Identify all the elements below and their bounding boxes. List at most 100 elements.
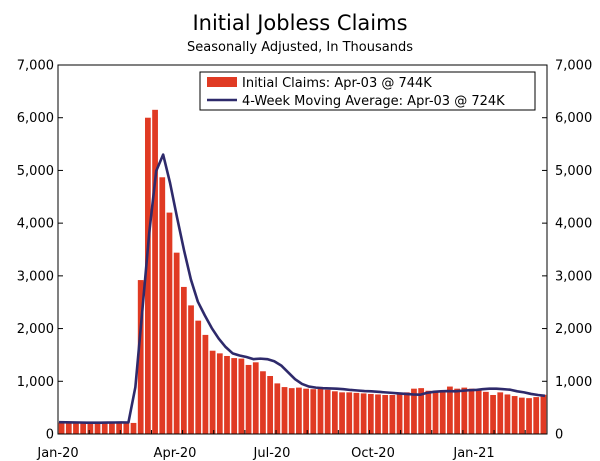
claims-bar <box>475 390 482 434</box>
claims-bar <box>166 212 173 434</box>
claims-bar <box>533 397 540 434</box>
y-tick-label-left: 4,000 <box>17 217 54 232</box>
claims-bar <box>518 397 525 434</box>
y-tick-label-right: 1,000 <box>555 375 592 390</box>
x-axis: Jan-20 Apr-20 Jul-20 Oct-20 Jan-21 <box>36 430 526 461</box>
y-tick-label-left: 2,000 <box>17 322 54 337</box>
x-tick-label: Jul-20 <box>253 446 291 461</box>
claims-bar <box>216 353 223 434</box>
claims-bar <box>411 388 417 434</box>
claims-bar <box>339 392 345 434</box>
claims-bar <box>180 286 187 434</box>
y-axis-left: 0 1,000 2,000 3,000 4,000 5,000 6,000 7,000 <box>17 59 63 443</box>
claims-bar <box>504 394 511 434</box>
claims-bar <box>245 364 252 434</box>
claims-bar <box>375 394 381 434</box>
x-tick-label: Oct-20 <box>351 446 395 461</box>
claims-bar <box>87 422 94 434</box>
legend-box <box>199 71 536 111</box>
claims-bar <box>425 390 432 434</box>
claims-bar <box>497 392 504 434</box>
y-tick-label-right: 3,000 <box>555 269 592 284</box>
y-tick-label-left: 7,000 <box>17 59 54 74</box>
y-tick-label-left: 3,000 <box>17 269 54 284</box>
claims-bar <box>202 334 209 434</box>
claims-bar <box>209 350 216 434</box>
y-tick-label-left: 0 <box>46 428 54 443</box>
claims-bar <box>281 387 288 434</box>
moving-average-line <box>58 153 546 425</box>
claims-bar <box>238 358 245 434</box>
claims-bar <box>461 387 468 434</box>
claims-bar <box>396 393 403 434</box>
claims-bar <box>288 388 295 434</box>
claims-bar <box>94 422 101 434</box>
claims-bar <box>331 391 338 434</box>
claims-bar <box>418 388 425 434</box>
claims-bar <box>511 396 518 434</box>
x-tick-label: Jan-21 <box>452 446 494 461</box>
claims-bar <box>195 320 202 434</box>
claims-bar <box>116 422 122 434</box>
y-tick-label-right: 6,000 <box>555 111 592 126</box>
x-tick-label: Apr-20 <box>154 446 197 461</box>
claims-bar <box>367 393 374 434</box>
y-tick-label-left: 5,000 <box>17 164 54 179</box>
claims-bar <box>454 388 460 434</box>
claims-bar <box>130 422 137 434</box>
claims-bar <box>252 362 259 434</box>
claims-bar <box>468 388 475 434</box>
claims-bar <box>360 393 367 434</box>
claims-bar <box>346 392 353 434</box>
claims-bar <box>231 358 238 434</box>
claims-bar <box>447 386 453 434</box>
legend-label-average: 4-Week Moving Average: Apr-03 @ 724K <box>242 94 505 109</box>
claims-bar <box>152 109 158 434</box>
x-tick-label: Jan-20 <box>36 446 78 461</box>
y-tick-label-left: 6,000 <box>17 111 54 126</box>
y-axis-right: 0 1,000 2,000 3,000 4,000 5,000 6,000 7,000 <box>542 59 592 443</box>
y-tick-label-right: 7,000 <box>555 59 592 74</box>
claims-bar <box>80 422 87 434</box>
legend: Initial Claims: Apr-03 @ 744K 4-Week Mov… <box>199 71 536 111</box>
claims-bar <box>224 355 230 434</box>
y-tick-label-right: 5,000 <box>555 164 592 179</box>
y-tick-label-right: 4,000 <box>555 217 592 232</box>
y-tick-label-right: 2,000 <box>555 322 592 337</box>
claims-bar <box>389 394 396 434</box>
claims-bar <box>303 388 309 434</box>
claims-bar <box>540 394 547 434</box>
claims-bar <box>73 422 79 434</box>
claims-bar <box>137 280 144 434</box>
claims-bar <box>159 177 166 434</box>
claims-bar <box>101 422 108 434</box>
claims-bar <box>432 392 439 434</box>
claims-bar <box>317 388 324 434</box>
claims-bar <box>382 394 389 434</box>
legend-bar-swatch <box>207 77 237 87</box>
chart-subtitle: Seasonally Adjusted, In Thousands <box>187 40 413 55</box>
claims-bar <box>123 422 130 434</box>
claims-bar <box>260 371 266 434</box>
claims-bar <box>310 389 317 434</box>
claims-bar <box>58 422 65 434</box>
claims-bar <box>483 391 489 434</box>
claims-bar <box>65 422 72 434</box>
claims-bar <box>490 394 496 434</box>
claims-bar <box>188 305 194 434</box>
y-tick-label-left: 1,000 <box>17 375 54 390</box>
claims-bar <box>267 376 274 434</box>
claims-bar <box>173 252 180 434</box>
claims-bar <box>439 391 446 434</box>
claims-bar <box>353 392 360 434</box>
claims-bar <box>296 387 302 434</box>
claims-bar <box>526 398 532 434</box>
bar-series <box>58 109 547 435</box>
claims-bar <box>403 392 410 434</box>
claims-bar <box>324 389 331 434</box>
claims-bar <box>145 117 151 435</box>
claims-bar <box>109 422 115 434</box>
legend-label-claims: Initial Claims: Apr-03 @ 744K <box>242 76 432 91</box>
claims-bar <box>274 383 281 434</box>
